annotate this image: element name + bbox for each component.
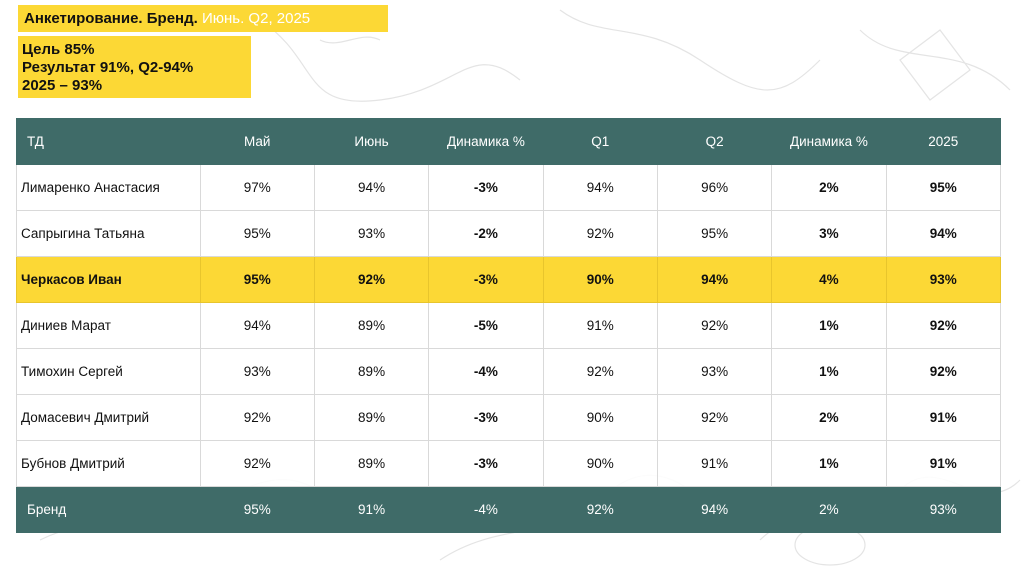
cell-q2: 91% <box>656 440 773 487</box>
cell-2025: 95% <box>885 164 1002 211</box>
total-q1: 92% <box>542 486 658 533</box>
column-header-june: Июнь <box>313 118 430 165</box>
cell-monthly-dynamics: -2% <box>428 210 544 257</box>
cell-june: 89% <box>313 440 430 487</box>
table-row: Бубнов Дмитрий 92% 89% -3% 90% 91% 1% 91… <box>16 440 1002 487</box>
goal-year: 2025 – 93% <box>22 77 103 94</box>
row-name: Черкасов Иван <box>16 256 201 303</box>
table-row: Домасевич Дмитрий 92% 89% -3% 90% 92% 2%… <box>16 394 1002 441</box>
total-2025: 93% <box>885 486 1002 533</box>
cell-june: 92% <box>313 256 430 303</box>
cell-june: 94% <box>313 164 430 211</box>
results-table: ТД Май Июнь Динамика % Q1 Q2 Динамика % … <box>16 118 1002 533</box>
cell-2025: 91% <box>885 394 1002 441</box>
total-monthly-dynamics: -4% <box>428 486 544 533</box>
cell-quarterly-dynamics: 4% <box>771 256 887 303</box>
cell-q2: 96% <box>656 164 773 211</box>
total-may: 95% <box>199 486 315 533</box>
cell-may: 97% <box>199 164 315 211</box>
cell-quarterly-dynamics: 1% <box>771 440 887 487</box>
cell-may: 95% <box>199 256 315 303</box>
row-name: Сапрыгина Татьяна <box>16 210 201 257</box>
cell-2025: 93% <box>885 256 1002 303</box>
column-header-td: ТД <box>16 118 201 165</box>
cell-monthly-dynamics: -3% <box>428 394 544 441</box>
cell-q1: 90% <box>542 440 658 487</box>
total-q2: 94% <box>656 486 773 533</box>
cell-2025: 94% <box>885 210 1002 257</box>
column-header-2025: 2025 <box>885 118 1002 165</box>
table-row: Сапрыгина Татьяна 95% 93% -2% 92% 95% 3%… <box>16 210 1002 257</box>
cell-quarterly-dynamics: 1% <box>771 348 887 395</box>
cell-june: 89% <box>313 302 430 349</box>
cell-q2: 92% <box>656 302 773 349</box>
cell-quarterly-dynamics: 3% <box>771 210 887 257</box>
cell-2025: 91% <box>885 440 1002 487</box>
total-name: Бренд <box>16 486 201 533</box>
table-row: Лимаренко Анастасия 97% 94% -3% 94% 96% … <box>16 164 1002 211</box>
column-header-monthly-dynamics: Динамика % <box>428 118 544 165</box>
cell-may: 92% <box>199 440 315 487</box>
cell-monthly-dynamics: -3% <box>428 440 544 487</box>
cell-q1: 94% <box>542 164 658 211</box>
table-row-highlighted: Черкасов Иван 95% 92% -3% 90% 94% 4% 93% <box>16 256 1002 303</box>
cell-q2: 95% <box>656 210 773 257</box>
row-name: Тимохин Сергей <box>16 348 201 395</box>
cell-monthly-dynamics: -3% <box>428 256 544 303</box>
cell-q2: 92% <box>656 394 773 441</box>
table-row: Тимохин Сергей 93% 89% -4% 92% 93% 1% 92… <box>16 348 1002 395</box>
table-total-row: Бренд 95% 91% -4% 92% 94% 2% 93% <box>16 486 1002 533</box>
page-title-main: Анкетирование. Бренд. <box>24 10 198 27</box>
row-name: Домасевич Дмитрий <box>16 394 201 441</box>
cell-q1: 91% <box>542 302 658 349</box>
cell-monthly-dynamics: -5% <box>428 302 544 349</box>
cell-2025: 92% <box>885 348 1002 395</box>
cell-june: 89% <box>313 394 430 441</box>
cell-may: 95% <box>199 210 315 257</box>
page-title: Анкетирование. Бренд. Июнь. Q2, 2025 <box>18 5 388 32</box>
total-quarterly-dynamics: 2% <box>771 486 887 533</box>
cell-q2: 93% <box>656 348 773 395</box>
column-header-may: Май <box>199 118 315 165</box>
goal-target: Цель 85% <box>22 41 95 58</box>
cell-q1: 90% <box>542 256 658 303</box>
page-title-period: Июнь. Q2, 2025 <box>201 10 311 27</box>
cell-monthly-dynamics: -4% <box>428 348 544 395</box>
row-name: Диниев Марат <box>16 302 201 349</box>
goal-box: Цель 85% Результат 91%, Q2-94% 2025 – 93… <box>18 36 251 98</box>
row-name: Лимаренко Анастасия <box>16 164 201 211</box>
cell-quarterly-dynamics: 1% <box>771 302 887 349</box>
cell-q2: 94% <box>656 256 773 303</box>
column-header-q1: Q1 <box>542 118 658 165</box>
cell-june: 93% <box>313 210 430 257</box>
table-header-row: ТД Май Июнь Динамика % Q1 Q2 Динамика % … <box>16 118 1002 165</box>
cell-may: 94% <box>199 302 315 349</box>
cell-2025: 92% <box>885 302 1002 349</box>
table-row: Диниев Марат 94% 89% -5% 91% 92% 1% 92% <box>16 302 1002 349</box>
total-june: 91% <box>313 486 430 533</box>
cell-q1: 90% <box>542 394 658 441</box>
row-name: Бубнов Дмитрий <box>16 440 201 487</box>
cell-q1: 92% <box>542 348 658 395</box>
column-header-quarterly-dynamics: Динамика % <box>771 118 887 165</box>
cell-quarterly-dynamics: 2% <box>771 164 887 211</box>
cell-may: 92% <box>199 394 315 441</box>
cell-may: 93% <box>199 348 315 395</box>
cell-june: 89% <box>313 348 430 395</box>
cell-q1: 92% <box>542 210 658 257</box>
cell-monthly-dynamics: -3% <box>428 164 544 211</box>
column-header-q2: Q2 <box>656 118 773 165</box>
cell-quarterly-dynamics: 2% <box>771 394 887 441</box>
goal-result: Результат 91%, Q2-94% <box>22 59 194 76</box>
